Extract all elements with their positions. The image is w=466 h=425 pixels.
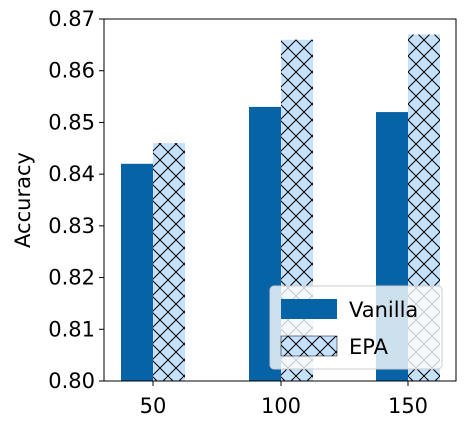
x-tick-label: 100 [261,394,301,418]
bar-epa-50 [153,143,185,381]
y-tick-label: 0.83 [48,214,95,238]
x-axis: 50 100 150 [140,381,428,418]
y-tick-label: 0.87 [48,7,95,31]
y-tick-label: 0.80 [48,369,95,393]
x-tick-label: 50 [140,394,167,418]
legend: Vanilla EPA [269,285,443,370]
y-tick-label: 0.82 [48,266,95,290]
y-axis-label: Accuracy [11,152,35,248]
legend-label-vanilla: Vanilla [349,298,418,322]
y-tick-label: 0.84 [48,162,95,186]
legend-label-epa: EPA [349,335,389,359]
legend-swatch-vanilla [281,299,337,319]
y-tick-label: 0.81 [48,317,95,341]
plot-frame [103,18,457,382]
bar-vanilla-50 [121,163,153,381]
legend-swatch-epa [280,335,338,357]
y-tick-label: 0.85 [48,110,95,134]
y-axis: 0.80 0.81 0.82 0.83 0.84 0.85 0.86 0.87 [48,7,104,393]
y-tick-label: 0.86 [48,59,95,83]
x-tick-label: 150 [388,394,428,418]
